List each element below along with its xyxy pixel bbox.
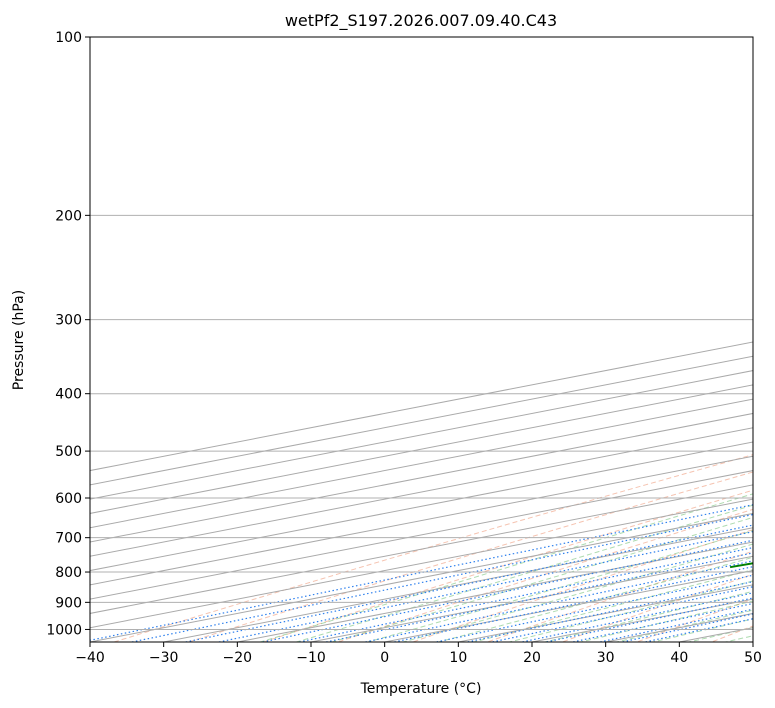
mixing-ratio-line: [391, 566, 753, 642]
isotherm: [90, 441, 753, 572]
x-tick-label: −30: [149, 650, 179, 666]
dry-adiabat: [112, 454, 753, 642]
y-tick-label: 500: [55, 444, 82, 460]
moist-adiabat: [578, 600, 753, 642]
isotherm: [531, 598, 753, 642]
mixing-ratio-line: [619, 613, 753, 642]
isotherm: [90, 512, 753, 642]
isotherm: [90, 412, 753, 543]
y-tick-label: 300: [55, 313, 82, 329]
y-axis-title: Pressure (hPa): [11, 290, 27, 390]
y-tick-label: 200: [55, 208, 82, 224]
y-tick-label: 800: [55, 565, 82, 581]
plot-frame: [89, 36, 754, 643]
dry-adiabat: [486, 550, 753, 642]
y-tick-label: 600: [55, 491, 82, 507]
moist-adiabat: [401, 543, 753, 642]
pressure-gridlines: [90, 37, 753, 630]
dry-adiabat: [710, 625, 753, 642]
x-tick-label: 10: [449, 650, 467, 666]
y-tick-label: 100: [55, 30, 82, 46]
mixing-ratio-line: [128, 513, 753, 642]
moist-adiabat: [507, 580, 753, 642]
isotherm: [90, 470, 753, 600]
x-tick-label: 0: [380, 650, 389, 666]
mixing-ratio-line: [323, 552, 753, 642]
moist-adiabat: [650, 618, 753, 642]
x-tick-label: 40: [670, 650, 688, 666]
mixing-ratio-line: [569, 602, 753, 642]
mixing-ratio-line: [596, 608, 753, 642]
mixing-ratio-line: [519, 592, 753, 642]
y-tick-label: 1000: [46, 622, 82, 638]
isotherm: [90, 498, 753, 629]
x-tick-label: 50: [744, 650, 762, 666]
x-tick-label: 30: [597, 650, 615, 666]
y-tick-label: 700: [55, 531, 82, 547]
mixing-ratio-line: [362, 560, 753, 642]
y-axis: 100 200 300 400 500 600 700 800 900 1000: [46, 30, 90, 638]
moist-adiabat: [723, 635, 753, 642]
x-axis: −40 −30 −20 −10 0 10 20 30 40 50: [75, 642, 762, 666]
x-tick-label: −20: [223, 650, 253, 666]
isotherm: [90, 455, 753, 586]
isotherm: [163, 527, 753, 642]
mixing-ratio-line: [259, 539, 753, 642]
isotherm: [90, 484, 753, 614]
mixing-ratio-line: [182, 524, 753, 642]
x-tick-label: 20: [523, 650, 541, 666]
x-tick-label: −40: [75, 650, 105, 666]
isotherm: [384, 570, 753, 642]
mixing-ratio-line: [296, 546, 753, 642]
x-tick-label: −10: [296, 650, 326, 666]
x-axis-title: Temperature (°C): [360, 681, 482, 697]
mixing-ratio-line: [642, 618, 753, 642]
mixing-ratio-line: [215, 531, 753, 642]
y-tick-label: 400: [55, 387, 82, 403]
isotherm: [752, 641, 753, 642]
chart-title: wetPf2_S197.2026.007.09.40.C43: [285, 11, 557, 31]
dry-adiabat: [560, 573, 753, 642]
background-lines: [90, 24, 775, 645]
moist-adiabat: [436, 556, 753, 642]
moist-adiabat: [294, 504, 753, 642]
y-tick-label: 900: [55, 595, 82, 611]
moist-adiabat: [330, 516, 753, 642]
isotherm: [237, 541, 753, 642]
moist-adiabat: [751, 24, 775, 645]
dry-adiabat: [187, 471, 753, 642]
isotherm: [90, 427, 753, 557]
